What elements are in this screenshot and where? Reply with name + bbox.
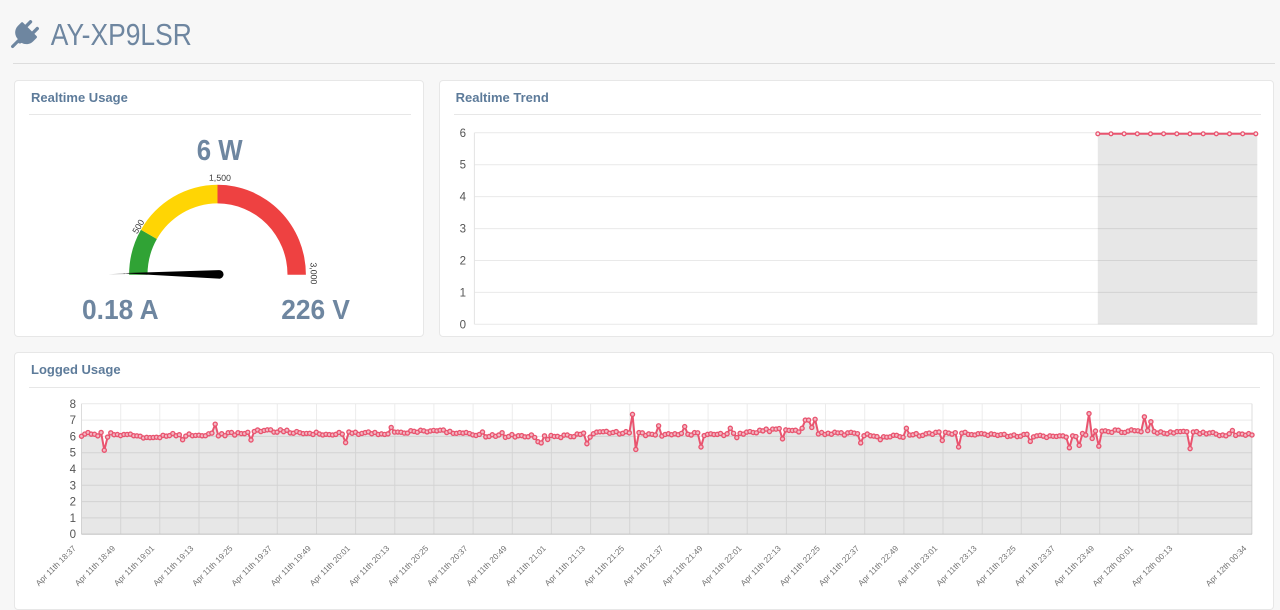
svg-text:1: 1 bbox=[70, 513, 76, 525]
svg-text:6 W: 6 W bbox=[197, 135, 243, 167]
svg-text:Apr 12th 00:13: Apr 12th 00:13 bbox=[1130, 544, 1175, 589]
svg-text:Apr 11th 21:01: Apr 11th 21:01 bbox=[504, 544, 548, 588]
svg-text:Apr 11th 22:13: Apr 11th 22:13 bbox=[739, 544, 783, 588]
svg-text:Apr 11th 19:13: Apr 11th 19:13 bbox=[151, 544, 195, 588]
svg-text:0: 0 bbox=[459, 319, 465, 331]
svg-text:Apr 11th 19:25: Apr 11th 19:25 bbox=[191, 544, 235, 588]
svg-text:Apr 11th 20:37: Apr 11th 20:37 bbox=[426, 544, 470, 588]
svg-text:Apr 11th 21:49: Apr 11th 21:49 bbox=[661, 544, 705, 588]
svg-text:3,000: 3,000 bbox=[308, 262, 318, 284]
svg-text:7: 7 bbox=[70, 415, 76, 427]
svg-text:Apr 11th 20:25: Apr 11th 20:25 bbox=[386, 544, 430, 588]
svg-text:Apr 11th 23:01: Apr 11th 23:01 bbox=[895, 544, 939, 588]
svg-text:0: 0 bbox=[70, 529, 76, 541]
svg-text:Apr 11th 18:49: Apr 11th 18:49 bbox=[73, 544, 117, 588]
svg-text:Apr 11th 19:01: Apr 11th 19:01 bbox=[112, 544, 156, 588]
svg-text:5: 5 bbox=[459, 159, 465, 171]
svg-text:Apr 12th 00:34: Apr 12th 00:34 bbox=[1204, 544, 1249, 589]
svg-text:3: 3 bbox=[459, 223, 465, 235]
svg-text:2: 2 bbox=[70, 497, 76, 509]
svg-text:Apr 11th 20:49: Apr 11th 20:49 bbox=[465, 544, 509, 588]
svg-text:1: 1 bbox=[459, 287, 465, 299]
svg-text:4: 4 bbox=[70, 464, 77, 476]
svg-text:Apr 11th 23:25: Apr 11th 23:25 bbox=[974, 544, 1018, 588]
svg-text:Apr 11th 23:13: Apr 11th 23:13 bbox=[935, 544, 979, 588]
svg-text:Apr 11th 22:49: Apr 11th 22:49 bbox=[856, 544, 900, 588]
svg-text:Apr 11th 21:25: Apr 11th 21:25 bbox=[582, 544, 626, 588]
svg-text:1,500: 1,500 bbox=[209, 172, 231, 182]
svg-text:Apr 11th 21:13: Apr 11th 21:13 bbox=[543, 544, 587, 588]
svg-text:Apr 11th 20:01: Apr 11th 20:01 bbox=[308, 544, 352, 588]
svg-text:Apr 11th 22:01: Apr 11th 22:01 bbox=[700, 544, 744, 588]
svg-text:Apr 11th 19:37: Apr 11th 19:37 bbox=[230, 544, 274, 588]
svg-text:Apr 12th 00:01: Apr 12th 00:01 bbox=[1091, 544, 1136, 589]
svg-text:3: 3 bbox=[70, 480, 76, 492]
svg-text:Apr 11th 22:37: Apr 11th 22:37 bbox=[817, 544, 861, 588]
svg-text:AY-XP9LSR: AY-XP9LSR bbox=[51, 18, 192, 52]
svg-text:6: 6 bbox=[459, 127, 465, 139]
svg-text:8: 8 bbox=[70, 399, 76, 411]
svg-text:Apr 11th 20:13: Apr 11th 20:13 bbox=[347, 544, 391, 588]
svg-text:4: 4 bbox=[459, 191, 466, 203]
svg-text:6: 6 bbox=[70, 431, 76, 443]
svg-text:0.18 A: 0.18 A bbox=[82, 293, 159, 324]
svg-text:Apr 11th 21:37: Apr 11th 21:37 bbox=[621, 544, 665, 588]
svg-text:5: 5 bbox=[70, 448, 76, 460]
svg-text:Apr 11th 22:25: Apr 11th 22:25 bbox=[778, 544, 822, 588]
svg-text:226 V: 226 V bbox=[281, 293, 350, 324]
svg-text:Apr 11th 23:37: Apr 11th 23:37 bbox=[1013, 544, 1057, 588]
svg-text:Apr 11th 18:37: Apr 11th 18:37 bbox=[34, 544, 78, 588]
svg-text:2: 2 bbox=[459, 255, 465, 267]
svg-text:Apr 11th 23:49: Apr 11th 23:49 bbox=[1052, 544, 1096, 588]
svg-text:Apr 11th 19:49: Apr 11th 19:49 bbox=[269, 544, 313, 588]
